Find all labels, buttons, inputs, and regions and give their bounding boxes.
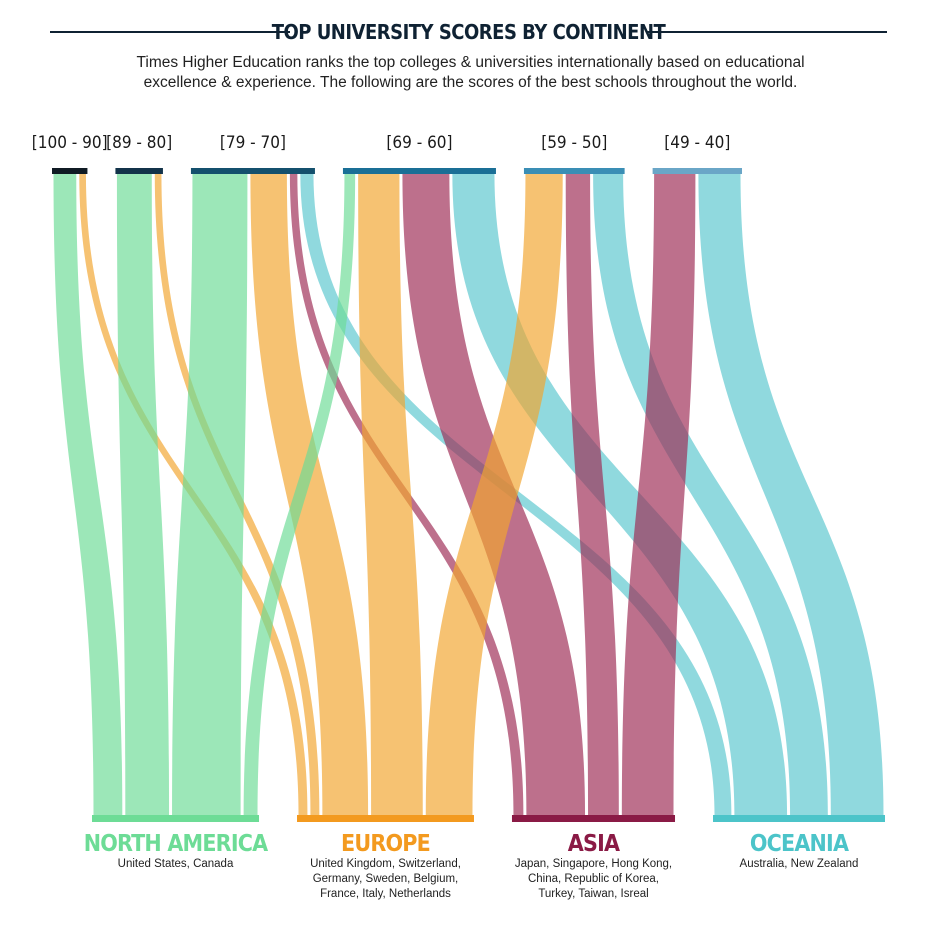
source-label-s1: [100 - 90] — [32, 133, 108, 153]
page-subtitle: Times Higher Education ranks the top col… — [80, 53, 861, 93]
title-rule-right — [647, 31, 887, 33]
source-bar-s3 — [190, 168, 315, 174]
title-rule-left — [50, 31, 290, 33]
target-bar-na — [92, 815, 260, 822]
target-subtext-na-0: United States, Canada — [118, 858, 234, 870]
target-subtext-as-1: China, Republic of Korea, — [528, 873, 659, 885]
flow-s2-na — [116, 174, 170, 815]
sources-layer: [100 - 90][89 - 80] [79 - 70] [69 - 60] [59… — [32, 133, 742, 174]
flow-s6-as — [621, 174, 696, 815]
target-bar-as — [511, 815, 676, 822]
target-subtext-oc-0: Australia, New Zealand — [740, 858, 859, 870]
page-title: TOP UNIVERSITY SCORES BY CONTINENT — [271, 20, 666, 44]
source-label-s6: [49 - 40] — [664, 133, 730, 153]
source-bar-s2 — [115, 168, 163, 174]
flow-s1-na — [53, 174, 123, 815]
flow-s3-na — [172, 174, 248, 815]
flows-layer — [53, 174, 884, 815]
source-label-s3: [79 - 70] — [220, 133, 286, 153]
flow-s4-oc — [452, 174, 788, 815]
flow-s4-eu — [358, 174, 423, 815]
target-subtext-as-2: Turkey, Taiwan, Isreal — [538, 888, 648, 900]
flow-s5-as — [565, 174, 619, 815]
flow-s5-oc — [593, 174, 828, 815]
subtitle-line-1: Times Higher Education ranks the top col… — [136, 54, 805, 71]
target-name-oc: OCEANIA — [750, 831, 849, 857]
source-label-s4: [69 - 60] — [386, 133, 452, 153]
flow-s4-na — [243, 174, 356, 815]
target-bar-oc — [713, 815, 885, 822]
target-subtext-eu-2: France, Italy, Netherlands — [320, 888, 451, 900]
target-name-as: ASIA — [568, 831, 620, 857]
target-name-na: NORTH AMERICA — [84, 831, 268, 857]
source-bar-s6 — [652, 168, 742, 174]
flow-s6-oc — [698, 174, 884, 815]
target-subtext-eu-0: United Kingdom, Switzerland, — [310, 858, 461, 870]
source-bar-s5 — [523, 168, 625, 174]
target-subtext-as-0: Japan, Singapore, Hong Kong, — [515, 858, 672, 870]
source-bar-s1 — [52, 168, 88, 174]
target-name-eu: EUROPE — [341, 831, 430, 857]
flow-s3-eu — [250, 174, 369, 815]
source-bar-s4 — [342, 168, 496, 174]
subtitle-line-2: excellence & experience. The following a… — [143, 74, 798, 91]
target-subtext-eu-1: Germany, Sweden, Belgium, — [313, 873, 459, 885]
source-label-s2: [89 - 80] — [106, 133, 172, 153]
flow-s5-eu — [425, 174, 563, 815]
source-label-s5: [59 - 50] — [541, 133, 607, 153]
target-bar-eu — [297, 815, 474, 822]
title-row: TOP UNIVERSITY SCORES BY CONTINENT — [50, 18, 887, 46]
